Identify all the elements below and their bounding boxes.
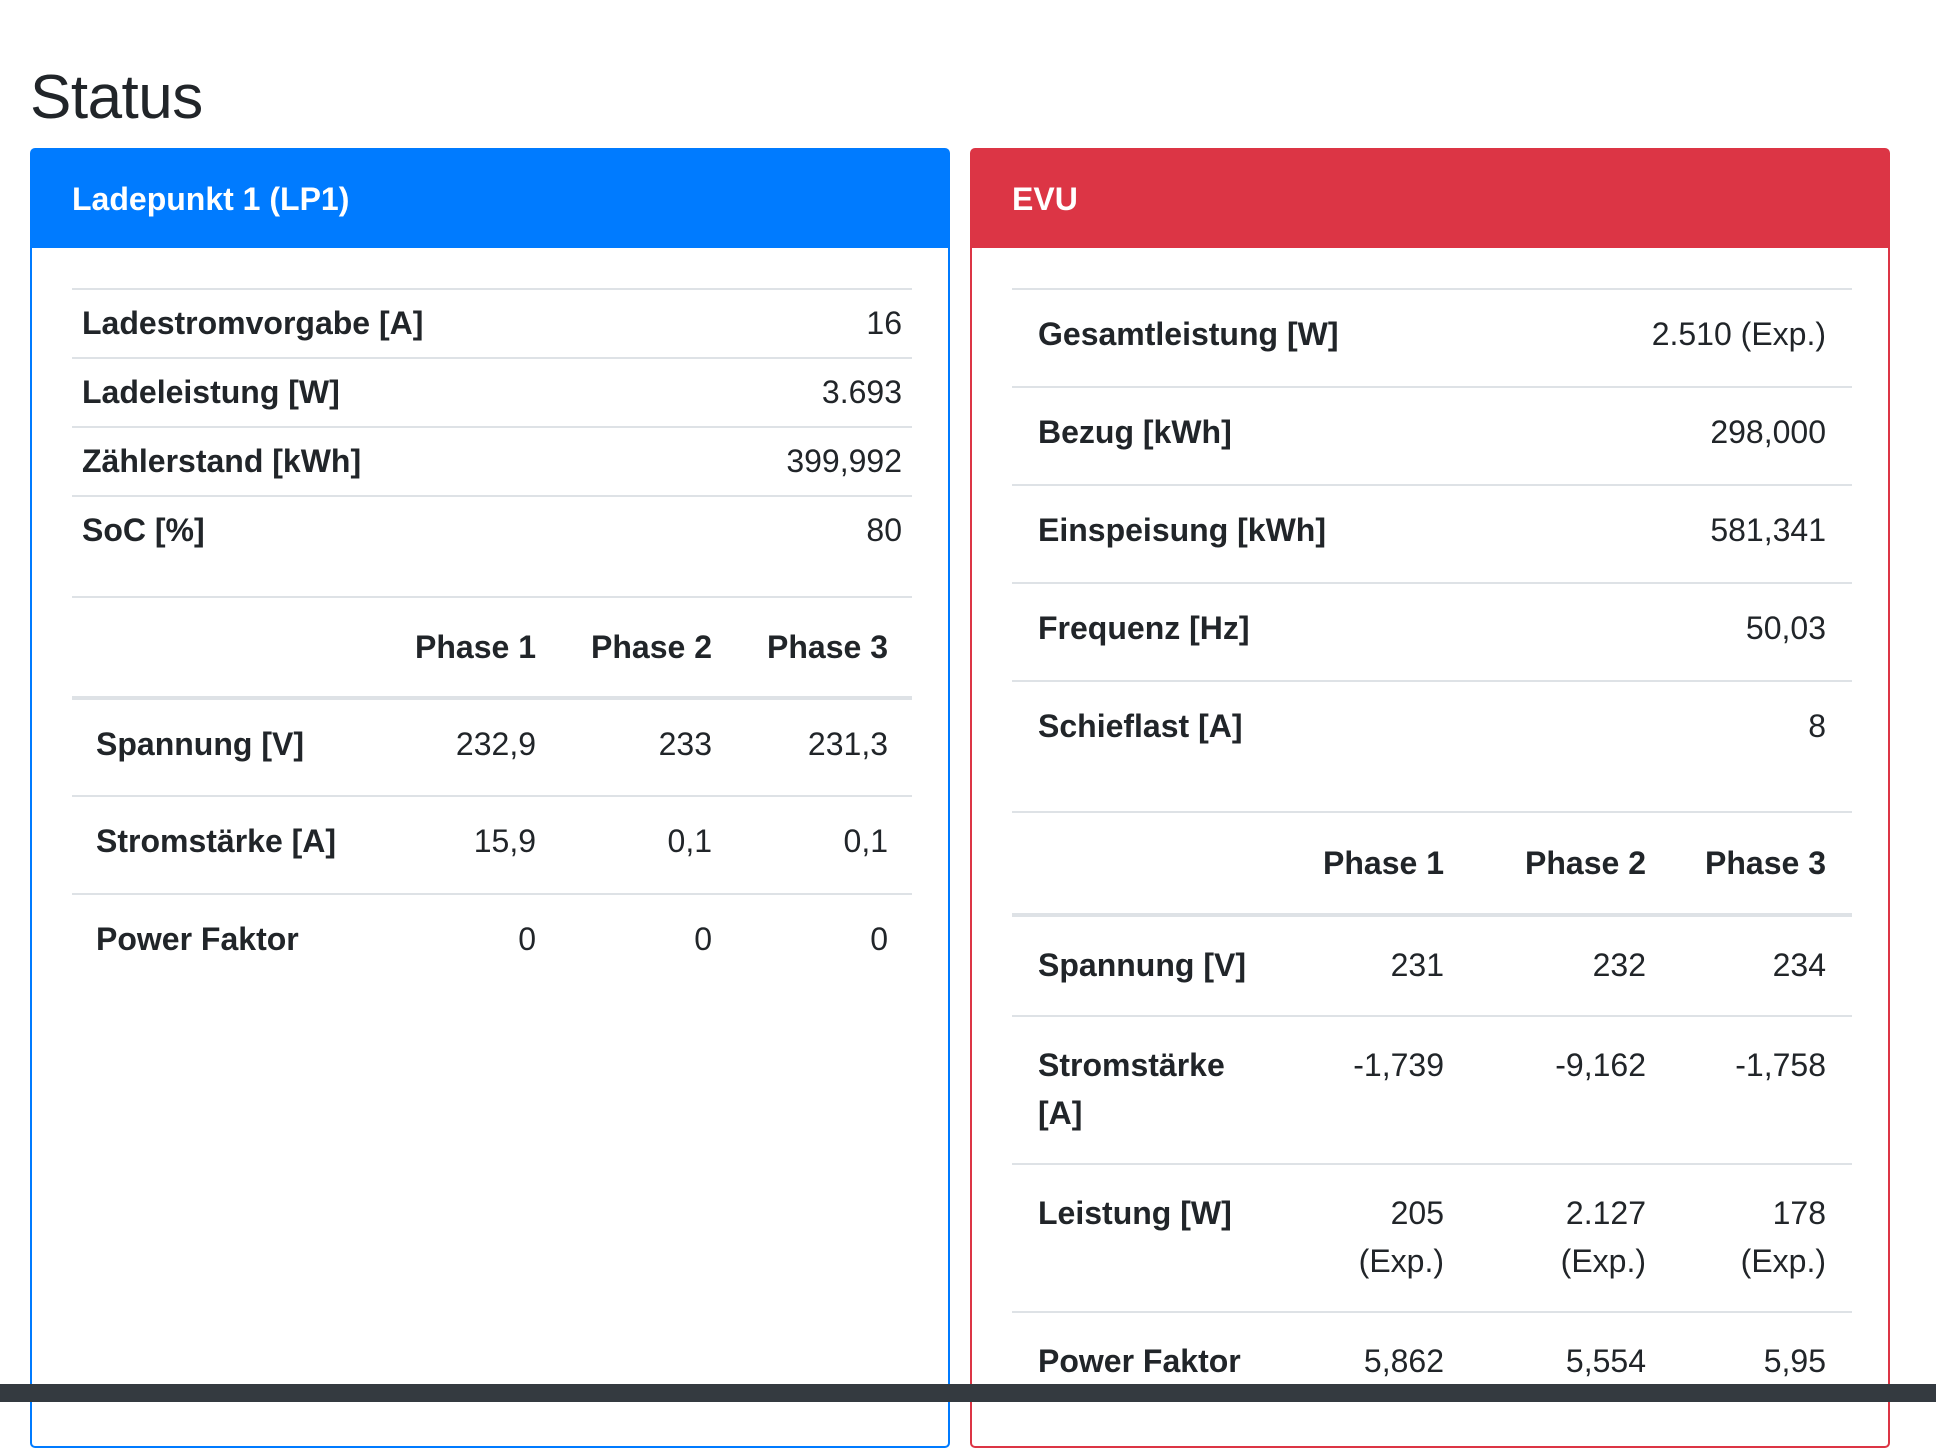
info-label: Ladeleistung [W] <box>72 357 632 427</box>
table-row: Ladestromvorgabe [A] 16 <box>72 288 912 358</box>
phase-header: Phase 2 <box>1470 811 1672 917</box>
table-row: Power Faktor 0 0 0 <box>72 893 912 992</box>
page-title: Status <box>30 63 203 132</box>
info-label: Gesamtleistung [W] <box>1012 288 1572 387</box>
cell-value: 231,3 <box>736 697 912 796</box>
evu-info-table: Gesamtleistung [W] 2.510 (Exp.) Bezug [k… <box>1012 288 1852 811</box>
phase-header: Phase 1 <box>1274 811 1470 917</box>
lp1-card-body: Ladestromvorgabe [A] 16 Ladeleistung [W]… <box>32 248 948 992</box>
cell-value: 232 <box>1470 914 1672 1016</box>
phase-header: Phase 2 <box>560 596 736 700</box>
info-label: Einspeisung [kWh] <box>1012 484 1572 583</box>
cell-value: -9,162 <box>1470 1015 1672 1164</box>
lp1-info-table: Ladestromvorgabe [A] 16 Ladeleistung [W]… <box>72 288 912 596</box>
cell-value: 2.127 (Exp.) <box>1470 1163 1672 1312</box>
info-label: Ladestromvorgabe [A] <box>72 288 632 358</box>
table-row: Frequenz [Hz] 50,03 <box>1012 582 1852 681</box>
table-row: Gesamtleistung [W] 2.510 (Exp.) <box>1012 288 1852 387</box>
table-row: Spannung [V] 232,9 233 231,3 <box>72 697 912 796</box>
lp1-phase-table: Phase 1 Phase 2 Phase 3 Spannung [V] 232… <box>72 596 912 992</box>
info-value: 50,03 <box>1572 582 1852 681</box>
cell-value: 234 <box>1672 914 1852 1016</box>
cell-value: -1,758 <box>1672 1015 1852 1164</box>
evu-card-header: EVU <box>972 150 1888 248</box>
info-value: 581,341 <box>1572 484 1852 583</box>
lp1-card-header: Ladepunkt 1 (LP1) <box>32 150 948 248</box>
info-label: Frequenz [Hz] <box>1012 582 1572 681</box>
info-value: 298,000 <box>1572 386 1852 485</box>
info-label: Schieflast [A] <box>1012 680 1572 811</box>
phase-header: Phase 1 <box>384 596 560 700</box>
evu-phase-table: Phase 1 Phase 2 Phase 3 Spannung [V] 231… <box>1012 811 1852 1411</box>
cell-value: 231 <box>1274 914 1470 1016</box>
empty-header <box>72 596 384 700</box>
lp1-card: Ladepunkt 1 (LP1) Ladestromvorgabe [A] 1… <box>30 148 950 1448</box>
cell-value: 0,1 <box>736 795 912 894</box>
table-header-row: Phase 1 Phase 2 Phase 3 <box>72 596 912 700</box>
table-row: Ladeleistung [W] 3.693 <box>72 357 912 427</box>
evu-card-body: Gesamtleistung [W] 2.510 (Exp.) Bezug [k… <box>972 248 1888 1411</box>
info-value: 16 <box>632 288 912 358</box>
table-row: Stromstärke [A] -1,739 -9,162 -1,758 <box>1012 1015 1852 1164</box>
info-value: 2.510 (Exp.) <box>1572 288 1852 387</box>
table-row: Spannung [V] 231 232 234 <box>1012 914 1852 1016</box>
row-label: Leistung [W] <box>1012 1163 1274 1312</box>
table-row: Zählerstand [kWh] 399,992 <box>72 426 912 496</box>
cell-value: 15,9 <box>384 795 560 894</box>
table-header-row: Phase 1 Phase 2 Phase 3 <box>1012 811 1852 917</box>
cell-value: 233 <box>560 697 736 796</box>
cell-value: 205 (Exp.) <box>1274 1163 1470 1312</box>
phase-header: Phase 3 <box>736 596 912 700</box>
info-value: 3.693 <box>632 357 912 427</box>
row-label: Stromstärke [A] <box>72 795 384 894</box>
info-label: Zählerstand [kWh] <box>72 426 632 496</box>
table-row: Einspeisung [kWh] 581,341 <box>1012 484 1852 583</box>
cell-value: -1,739 <box>1274 1015 1470 1164</box>
cell-value: 232,9 <box>384 697 560 796</box>
table-row: Bezug [kWh] 298,000 <box>1012 386 1852 485</box>
row-label: Power Faktor <box>72 893 384 992</box>
footer-bar <box>0 1384 1936 1402</box>
cell-value: 0 <box>736 893 912 992</box>
phase-header: Phase 3 <box>1672 811 1852 917</box>
table-row: Schieflast [A] 8 <box>1012 680 1852 811</box>
table-row: SoC [%] 80 <box>72 495 912 596</box>
cell-value: 0 <box>560 893 736 992</box>
info-label: SoC [%] <box>72 495 632 596</box>
cell-value: 0,1 <box>560 795 736 894</box>
empty-header <box>1012 811 1274 917</box>
info-value: 399,992 <box>632 426 912 496</box>
evu-card: EVU Gesamtleistung [W] 2.510 (Exp.) Bezu… <box>970 148 1890 1448</box>
cell-value: 0 <box>384 893 560 992</box>
row-label: Spannung [V] <box>72 697 384 796</box>
row-label: Spannung [V] <box>1012 914 1274 1016</box>
row-label: Stromstärke [A] <box>1012 1015 1274 1164</box>
info-value: 8 <box>1572 680 1852 811</box>
table-row: Leistung [W] 205 (Exp.) 2.127 (Exp.) 178… <box>1012 1163 1852 1312</box>
info-label: Bezug [kWh] <box>1012 386 1572 485</box>
info-value: 80 <box>632 495 912 596</box>
table-row: Stromstärke [A] 15,9 0,1 0,1 <box>72 795 912 894</box>
cell-value: 178 (Exp.) <box>1672 1163 1852 1312</box>
